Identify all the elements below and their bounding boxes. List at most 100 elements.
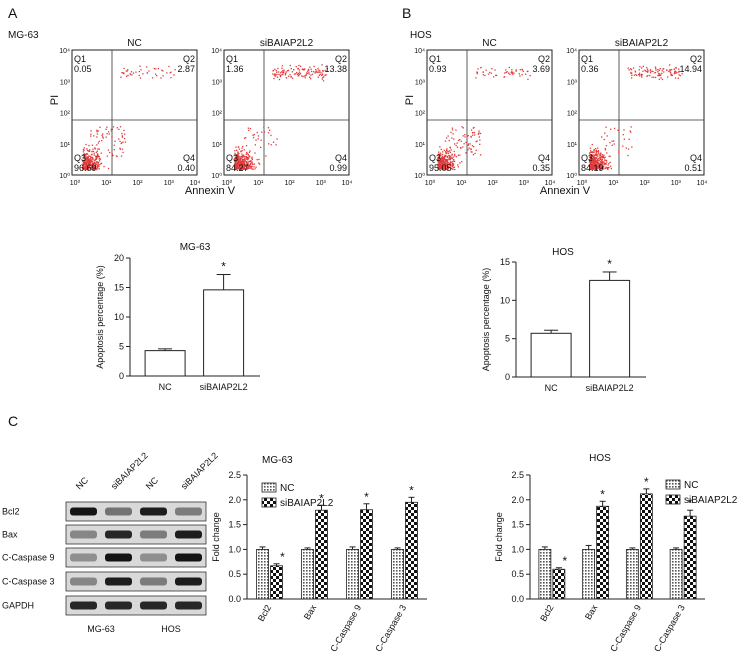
event-dot bbox=[449, 158, 451, 160]
event-dot bbox=[173, 74, 175, 76]
event-dot bbox=[639, 66, 641, 68]
event-dot bbox=[598, 164, 600, 166]
event-dot bbox=[589, 165, 592, 167]
event-dot bbox=[82, 166, 84, 169]
event-dot bbox=[85, 154, 87, 156]
event-dot bbox=[452, 164, 454, 166]
event-dot bbox=[604, 156, 606, 158]
event-dot bbox=[462, 146, 464, 148]
event-dot bbox=[82, 168, 84, 170]
event-dot bbox=[306, 70, 309, 72]
event-dot bbox=[84, 159, 87, 161]
event-dot bbox=[674, 70, 676, 72]
bar bbox=[360, 509, 373, 600]
event-dot bbox=[162, 70, 164, 72]
lane-label: siBAIAP2L2 bbox=[179, 450, 220, 491]
event-dot bbox=[94, 159, 96, 161]
event-dot bbox=[282, 70, 284, 72]
event-dot bbox=[241, 153, 243, 155]
event-dot bbox=[113, 149, 115, 151]
event-dot bbox=[461, 126, 463, 128]
blot-strip bbox=[65, 595, 207, 616]
event-dot bbox=[599, 157, 602, 159]
event-dot bbox=[605, 126, 607, 128]
event-dot bbox=[608, 155, 610, 157]
event-dot bbox=[89, 149, 91, 151]
event-dot bbox=[443, 158, 445, 161]
event-dot bbox=[670, 74, 672, 76]
event-dot bbox=[454, 155, 456, 157]
event-dot bbox=[113, 144, 115, 146]
event-dot bbox=[321, 64, 323, 66]
event-dot bbox=[310, 74, 312, 76]
event-dot bbox=[595, 156, 597, 159]
category-label: Bcl2 bbox=[538, 603, 555, 623]
event-dot bbox=[308, 72, 310, 74]
event-dot bbox=[447, 159, 449, 161]
event-dot bbox=[658, 74, 660, 77]
event-dot bbox=[248, 164, 250, 166]
event-dot bbox=[148, 70, 150, 72]
event-dot bbox=[90, 160, 92, 162]
y-tick-label: 2.0 bbox=[228, 495, 241, 505]
event-dot bbox=[245, 168, 248, 170]
event-dot bbox=[603, 157, 605, 159]
event-dot bbox=[449, 158, 452, 160]
event-dot bbox=[639, 73, 641, 76]
event-dot bbox=[92, 168, 94, 171]
event-dot bbox=[599, 163, 601, 165]
event-dot bbox=[240, 157, 242, 160]
event-dot bbox=[83, 166, 85, 169]
event-dot bbox=[246, 163, 248, 165]
event-dot bbox=[592, 162, 594, 164]
event-dot bbox=[263, 131, 266, 133]
flow-plot: siBAIAP2L2Q11.36Q213.38Q384.27Q40.9910⁰1… bbox=[211, 38, 352, 187]
event-dot bbox=[85, 143, 87, 146]
event-dot bbox=[452, 163, 455, 165]
event-dot bbox=[236, 160, 238, 163]
event-dot bbox=[455, 144, 457, 147]
event-dot bbox=[267, 132, 270, 134]
event-dot bbox=[84, 161, 86, 163]
event-dot bbox=[444, 154, 446, 156]
event-dot bbox=[442, 166, 444, 168]
event-dot bbox=[265, 155, 267, 157]
event-dot bbox=[235, 164, 238, 167]
event-dot bbox=[613, 127, 616, 130]
event-dot bbox=[602, 155, 604, 157]
event-dot bbox=[592, 157, 594, 159]
event-dot bbox=[89, 155, 91, 157]
event-dot bbox=[241, 162, 243, 165]
y-tick-label: 10³ bbox=[567, 79, 578, 86]
event-dot bbox=[438, 167, 440, 169]
event-dot bbox=[93, 160, 95, 162]
event-dot bbox=[448, 139, 450, 142]
event-dot bbox=[88, 160, 90, 163]
event-dot bbox=[85, 166, 87, 168]
event-dot bbox=[108, 133, 110, 135]
event-dot bbox=[596, 153, 598, 156]
event-dot bbox=[98, 140, 100, 142]
event-dot bbox=[255, 139, 257, 141]
event-dot bbox=[478, 136, 480, 138]
event-dot bbox=[235, 158, 237, 160]
event-dot bbox=[447, 152, 450, 155]
event-dot bbox=[470, 129, 473, 131]
event-dot bbox=[94, 148, 96, 150]
event-dot bbox=[610, 167, 612, 170]
event-dot bbox=[240, 166, 243, 168]
event-dot bbox=[590, 156, 592, 158]
event-dot bbox=[480, 67, 482, 69]
event-dot bbox=[479, 139, 481, 141]
event-dot bbox=[242, 163, 245, 166]
event-dot bbox=[444, 162, 446, 164]
event-dot bbox=[590, 154, 593, 156]
event-dot bbox=[594, 160, 597, 162]
event-dot bbox=[508, 72, 510, 74]
event-dot bbox=[441, 163, 443, 165]
event-dot bbox=[440, 154, 442, 156]
event-dot bbox=[237, 158, 239, 160]
event-dot bbox=[649, 74, 651, 77]
event-dot bbox=[254, 168, 256, 170]
event-dot bbox=[278, 78, 281, 81]
